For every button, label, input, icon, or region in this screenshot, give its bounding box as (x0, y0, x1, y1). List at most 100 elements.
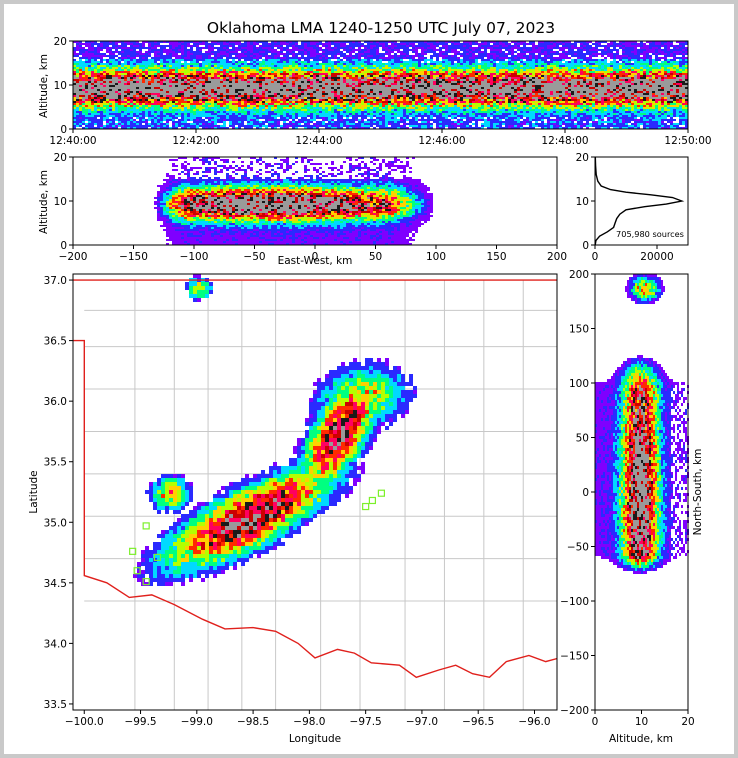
time-height-bin (226, 117, 229, 119)
time-height-bin (178, 123, 181, 125)
time-height-bin (79, 41, 82, 43)
time-height-bin (166, 75, 169, 77)
time-height-bin (208, 61, 211, 63)
time-height-bin (118, 97, 121, 99)
time-height-bin (145, 63, 148, 65)
time-height-bin (136, 89, 139, 91)
time-height-bin (205, 43, 208, 45)
time-height-bin (211, 91, 214, 93)
time-height-bin (232, 61, 235, 63)
time-height-bin (421, 47, 424, 49)
time-height-bin (235, 55, 238, 57)
time-height-bin (202, 63, 205, 65)
time-height-bin (73, 91, 76, 93)
time-height-bin (73, 109, 76, 111)
time-height-bin (424, 79, 427, 81)
time-height-bin (364, 41, 367, 43)
time-height-bin (418, 105, 421, 107)
time-height-bin (358, 53, 361, 55)
time-height-bin (145, 77, 148, 79)
time-height-bin (271, 119, 274, 121)
time-height-bin (91, 65, 94, 67)
time-height-bin (148, 119, 151, 121)
time-height-bin (184, 125, 187, 127)
time-height-bin (358, 119, 361, 121)
time-height-bin (289, 117, 292, 119)
time-height-bin (268, 105, 271, 107)
time-height-bin (415, 81, 418, 83)
time-height-bin (310, 115, 313, 117)
time-height-bin (331, 111, 334, 113)
time-height-bin (214, 87, 217, 89)
time-height-bin (142, 111, 145, 113)
time-height-bin (427, 91, 430, 93)
time-height-bin (235, 127, 238, 129)
time-height-bin (310, 109, 313, 111)
time-height-bin (328, 63, 331, 65)
time-height-bin (109, 85, 112, 87)
time-height-bin (322, 69, 325, 71)
time-height-bin (166, 49, 169, 51)
time-height-bin (235, 117, 238, 119)
time-height-bin (139, 59, 142, 61)
time-height-bin (175, 63, 178, 65)
time-height-bin (337, 77, 340, 79)
time-height-bin (286, 93, 289, 95)
time-height-bin (250, 93, 253, 95)
time-height-bin (247, 83, 250, 85)
time-height-bin (352, 105, 355, 107)
time-height-bin (247, 85, 250, 87)
time-height-bin (133, 55, 136, 57)
time-height-bin (226, 95, 229, 97)
time-height-bin (184, 117, 187, 119)
time-height-bin (196, 71, 199, 73)
time-height-bin (88, 101, 91, 103)
time-height-bin (85, 113, 88, 115)
time-height-bin (193, 87, 196, 89)
time-height-bin (412, 117, 415, 119)
time-height-bin (319, 105, 322, 107)
time-height-bin (166, 91, 169, 93)
time-height-bin (94, 111, 97, 113)
time-height-bin (328, 73, 331, 75)
time-height-bin (349, 101, 352, 103)
time-height-bin (298, 111, 301, 113)
time-height-bin (313, 85, 316, 87)
time-height-bin (178, 107, 181, 109)
time-height-bin (232, 103, 235, 105)
time-height-bin (76, 97, 79, 99)
time-height-bin (199, 51, 202, 53)
time-height-bin (331, 107, 334, 109)
time-height-bin (157, 65, 160, 67)
time-height-bin (184, 87, 187, 89)
time-height-bin (160, 87, 163, 89)
time-height-bin (121, 105, 124, 107)
time-height-bin (169, 67, 172, 69)
time-height-bin (223, 101, 226, 103)
time-height-bin (91, 43, 94, 45)
time-height-bin (214, 53, 217, 55)
time-height-bin (124, 103, 127, 105)
time-height-bin (136, 63, 139, 65)
time-height-bin (187, 119, 190, 121)
time-height-bin (310, 99, 313, 101)
time-height-bin (190, 87, 193, 89)
time-height-bin (391, 109, 394, 111)
time-height-bin (424, 41, 427, 43)
time-height-bin (178, 121, 181, 123)
time-height-bin (76, 73, 79, 75)
time-height-bin (229, 43, 232, 45)
time-height-bin (298, 77, 301, 79)
time-height-bin (229, 49, 232, 51)
time-height-bin (310, 51, 313, 53)
time-height-bin (178, 71, 181, 73)
time-height-bin (370, 123, 373, 125)
time-height-bin (106, 93, 109, 95)
time-height-bin (310, 53, 313, 55)
time-height-bin (151, 119, 154, 121)
time-height-bin (103, 63, 106, 65)
time-height-bin (274, 103, 277, 105)
time-height-bin (283, 65, 286, 67)
time-height-bin (154, 111, 157, 113)
time-height-bin (355, 69, 358, 71)
